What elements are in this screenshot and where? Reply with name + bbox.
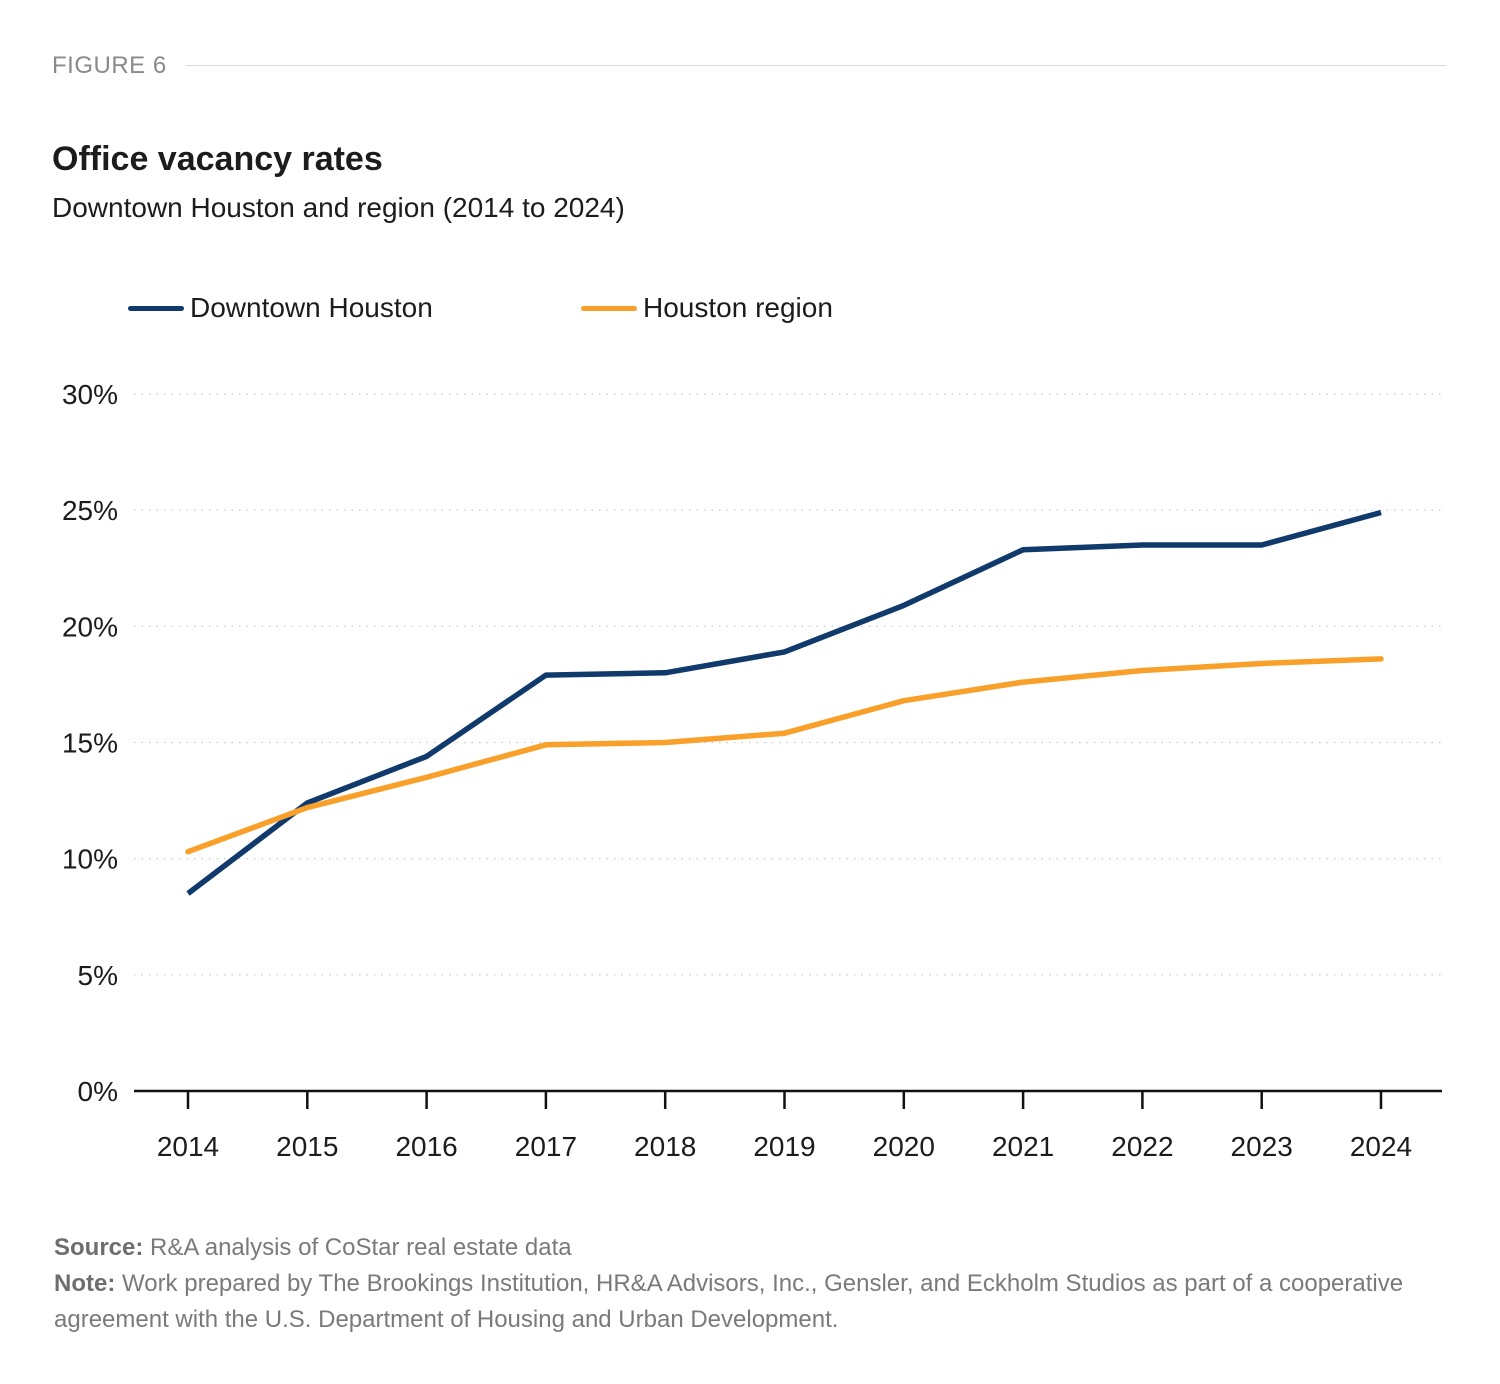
- x-tick-label-2016: 2016: [395, 1131, 457, 1162]
- series-line-houston-region: [185, 656, 1384, 855]
- x-tick-label-2024: 2024: [1350, 1131, 1412, 1162]
- y-tick-label-10: 10%: [62, 844, 118, 875]
- source-text: R&A analysis of CoStar real estate data: [143, 1234, 572, 1261]
- note-line: Note: Work prepared by The Brookings Ins…: [54, 1266, 1454, 1338]
- source-label: Source:: [54, 1234, 144, 1261]
- footer: Source: R&A analysis of CoStar real esta…: [54, 1230, 1454, 1338]
- note-label: Note:: [54, 1270, 116, 1297]
- legend-swatch-downtown-houston: [128, 305, 184, 311]
- x-tick-label-2018: 2018: [634, 1131, 696, 1162]
- series-line-downtown-houston: [186, 509, 1382, 896]
- legend-item-downtown-houston: Downtown Houston: [128, 292, 433, 324]
- source-line: Source: R&A analysis of CoStar real esta…: [54, 1230, 1454, 1266]
- x-tick-label-2022: 2022: [1111, 1131, 1173, 1162]
- x-tick-label-2023: 2023: [1231, 1131, 1293, 1162]
- chart-subtitle: Downtown Houston and region (2014 to 202…: [52, 192, 625, 223]
- legend-item-houston-region: Houston region: [581, 292, 833, 324]
- chart-title: Office vacancy rates: [52, 140, 383, 178]
- legend-label-downtown-houston: Downtown Houston: [190, 292, 433, 323]
- x-tick-label-2015: 2015: [276, 1131, 338, 1162]
- y-tick-label-25: 25%: [62, 495, 118, 526]
- y-tick-label-0: 0%: [78, 1076, 118, 1107]
- x-tick-label-2019: 2019: [753, 1131, 815, 1162]
- x-tick-label-2017: 2017: [515, 1131, 577, 1162]
- figure-divider: [186, 65, 1446, 66]
- legend-swatch-houston-region: [581, 305, 637, 311]
- y-tick-label-5: 5%: [78, 960, 118, 991]
- legend-label-houston-region: Houston region: [643, 292, 833, 323]
- y-tick-label-20: 20%: [62, 611, 118, 642]
- y-tick-label-15: 15%: [62, 728, 118, 759]
- x-tick-label-2014: 2014: [157, 1131, 219, 1162]
- x-tick-label-2021: 2021: [992, 1131, 1054, 1162]
- y-tick-label-30: 30%: [62, 379, 118, 410]
- x-tick-label-2020: 2020: [873, 1131, 935, 1162]
- figure-label: FIGURE 6: [52, 52, 167, 79]
- note-text: Work prepared by The Brookings Instituti…: [54, 1270, 1404, 1333]
